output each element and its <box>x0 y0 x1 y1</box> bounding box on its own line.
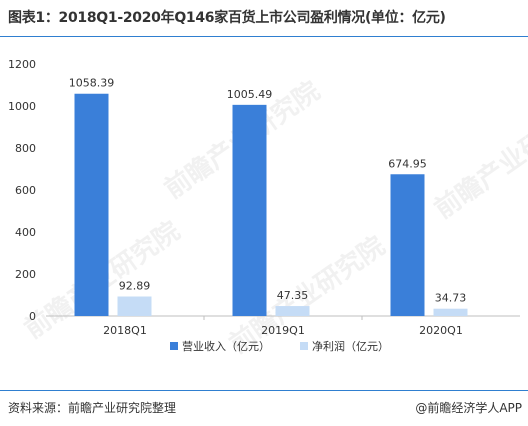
y-tick-label: 400 <box>15 226 36 239</box>
bar-chart: 0 200 400 600 800 1000 1200 2018Q1 1058.39 92.89 2… <box>8 58 520 353</box>
revenue-data-label: 1005.49 <box>227 88 273 101</box>
y-tick-label: 1000 <box>8 100 36 113</box>
y-tick-label: 0 <box>29 310 36 323</box>
chart-title: 图表1：2018Q1-2020年Q146家百货上市公司盈利情况(单位：亿元) <box>8 10 446 26</box>
y-tick-label: 800 <box>15 142 36 155</box>
profit-data-label: 34.73 <box>435 292 467 305</box>
x-tick-label: 2020Q1 <box>419 324 463 337</box>
profit-bar <box>275 306 310 316</box>
revenue-data-label: 1058.39 <box>69 77 115 90</box>
x-tick-label: 2018Q1 <box>103 324 147 337</box>
title-divider <box>0 36 528 37</box>
revenue-data-label: 674.95 <box>388 157 427 170</box>
y-tick-label: 600 <box>15 184 36 197</box>
revenue-bar <box>390 174 425 316</box>
legend-label: 净利润（亿元） <box>312 339 389 353</box>
legend-swatch <box>170 342 178 350</box>
brand-credit: @前瞻经济学人APP <box>415 401 522 415</box>
y-tick-label: 200 <box>15 268 36 281</box>
legend-swatch <box>300 342 308 350</box>
footer-divider <box>0 390 528 391</box>
x-tick-label: 2019Q1 <box>261 324 305 337</box>
profit-bar <box>433 308 468 316</box>
profit-data-label: 47.35 <box>277 289 309 302</box>
y-tick-label: 1200 <box>8 58 36 71</box>
revenue-bar <box>232 104 267 316</box>
profit-data-label: 92.89 <box>119 279 151 292</box>
revenue-bar <box>74 93 109 316</box>
source-note: 资料来源：前瞻产业研究院整理 <box>8 401 177 415</box>
profit-bar <box>117 296 152 316</box>
legend-label: 营业收入（亿元） <box>182 339 270 353</box>
